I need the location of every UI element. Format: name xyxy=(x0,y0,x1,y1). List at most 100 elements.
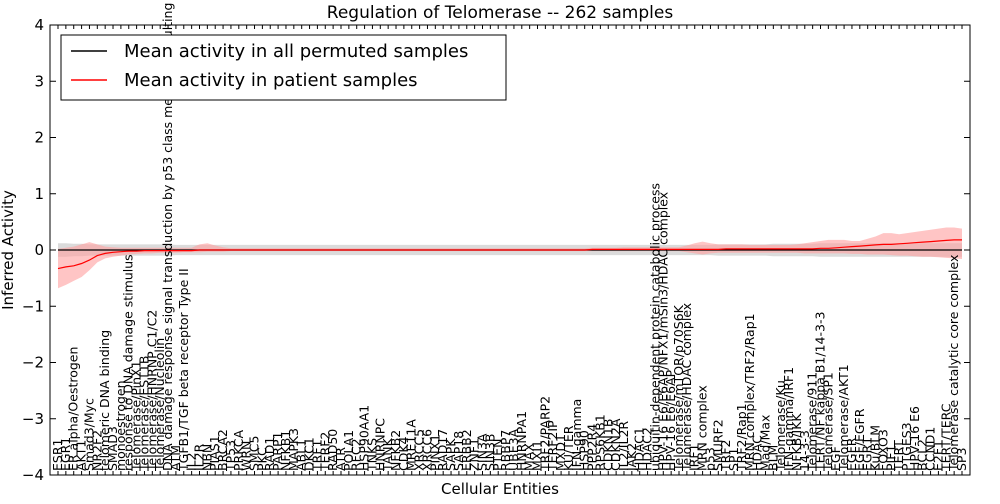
series-lines xyxy=(57,239,962,270)
x-tick-label: TP53 xyxy=(223,440,238,472)
y-axis-label: Inferred Activity xyxy=(0,190,17,310)
x-tick-label: CDKN2A xyxy=(608,418,623,471)
x-tick-label: WRN xyxy=(239,441,254,471)
x-tick-label: EGR1 xyxy=(860,437,875,471)
x-tick-label: PPP2R4 xyxy=(585,424,600,471)
x-tick-label: PTEN xyxy=(490,439,505,471)
y-tick-label: 4 xyxy=(34,16,44,34)
x-tick-label: EGFR xyxy=(844,437,859,471)
x-tick-label: monoestrogen xyxy=(113,380,128,471)
patient-band xyxy=(58,227,962,289)
x-tick-label: HPV-16 E6/E6AP/NFX1/mSin3/HDAC complex xyxy=(655,192,670,471)
y-tick-label: −4 xyxy=(22,466,44,484)
x-tick-label: NBN xyxy=(199,444,214,471)
x-tick-label: HSP90 xyxy=(577,430,592,471)
x-tick-label: CCND1 xyxy=(923,427,938,471)
x-tick-label: BLM xyxy=(765,445,780,471)
x-tick-label: HDAC1 xyxy=(632,427,647,471)
y-tick-label: −3 xyxy=(22,410,44,428)
legend: Mean activity in all permuted samples Me… xyxy=(60,34,507,101)
patient-mean-line xyxy=(57,239,962,270)
legend-entry-patient: Mean activity in patient samples xyxy=(124,70,418,91)
x-tick-label: MRN complex/TRF2/Rap1 xyxy=(742,313,757,471)
x-tick-label: NFKB1 xyxy=(278,430,293,471)
x-tick-label: RAD50 xyxy=(325,429,340,471)
x-tick-label: Telomerase/911 xyxy=(805,372,820,472)
x-tick-label: ESR1 xyxy=(50,439,65,471)
x-tick-label: SAP18 xyxy=(451,431,466,471)
x-tick-label: KU/TER xyxy=(561,425,576,471)
x-tick-label: TANK xyxy=(380,437,395,472)
x-tick-label: HDAC2 xyxy=(640,427,655,471)
x-tick-label: MAPK3 xyxy=(286,428,301,471)
x-tick-label: Telomerase/HNRNP C1/C2 xyxy=(144,310,159,472)
x-tick-label: PRKCA xyxy=(231,430,246,471)
x-axis-label: Cellular Entities xyxy=(441,480,559,498)
x-tick-label: SMURF2 xyxy=(710,419,725,471)
chart-title: Regulation of Telomerase -- 262 samples xyxy=(327,3,674,23)
x-tick-label: RPS6KB1 xyxy=(592,414,607,471)
x-tick-label: TERF2IP xyxy=(545,420,560,472)
y-tick-label: 2 xyxy=(34,129,44,147)
x-tick-label: TNKS xyxy=(364,438,379,472)
x-tick-label: IRF1 xyxy=(687,443,702,471)
x-tick-label: RAD17 xyxy=(435,429,450,471)
x-tick-label: HPV-16 E6/E6AP xyxy=(663,369,678,471)
x-tick-label: EGF xyxy=(828,446,843,471)
x-tick-label: XRCC6 xyxy=(419,429,434,471)
x-tick-label: ATR xyxy=(333,447,348,471)
x-tick-label: XRCC5 xyxy=(412,429,427,471)
x-tick-label: response to DNA damage stimulus xyxy=(121,254,136,471)
x-tick-label: Telomerase catalytic core complex xyxy=(946,255,961,472)
x-tick-label: Telomerase/SP1 xyxy=(820,372,835,472)
x-tick-label: NR2F2 xyxy=(89,430,104,471)
y-tick-label: −2 xyxy=(22,354,44,372)
x-tick-label: HPV-16 E6 xyxy=(907,406,922,471)
x-tick-label: SP1 xyxy=(726,448,741,471)
x-tick-label: FOXO3 xyxy=(875,429,890,471)
x-tick-label: TRF1 xyxy=(309,440,324,472)
x-tick-label: telomeric DNA binding xyxy=(97,330,112,471)
x-tick-label: JAK2 xyxy=(624,443,639,472)
x-tick-label: TRF2 xyxy=(718,440,733,472)
x-tick-label: HDAC xyxy=(750,435,765,471)
x-tick-label: EGF/EGFR xyxy=(852,408,867,471)
x-tick-label: TRF2/Rap1 xyxy=(734,403,749,472)
x-tick-label: SIN3A xyxy=(474,433,489,471)
x-tick-label: Telomerase/PinX1 xyxy=(129,360,144,472)
x-tick-label: TRF2/PARP2 xyxy=(537,396,552,472)
y-tick-label: −1 xyxy=(22,297,44,315)
x-tick-label: ABL1 xyxy=(294,439,309,471)
x-tick-label: HNRNPC xyxy=(372,418,387,471)
x-tick-label: Telomerase/EST1B xyxy=(136,356,151,472)
x-tick-label: RAD1 xyxy=(262,437,277,471)
x-tick-label: MXD1 xyxy=(553,434,568,471)
x-tick-label: Telomerase/mTOR/p70S6K xyxy=(671,304,686,472)
x-tick-label: Mad/Max xyxy=(757,415,772,471)
y-tick-label: 3 xyxy=(34,72,44,90)
x-tick-label: TGFB1/TGF beta receptor Type II xyxy=(176,268,191,472)
x-tick-label: PIF1 xyxy=(883,445,898,471)
x-tick-label: TERF2 xyxy=(317,432,332,472)
x-tick-label: MRN complex xyxy=(695,385,710,471)
x-tick-label: HNRNPA1 xyxy=(514,411,529,471)
x-tick-label: Telomerase/HDAC complex xyxy=(679,303,694,472)
x-tick-label: IL2R xyxy=(191,443,206,471)
x-tick-label: E2F1 xyxy=(930,440,945,471)
x-tick-label: IL2 xyxy=(184,452,199,471)
x-tick-label: PINX1 xyxy=(427,434,442,471)
x-tick-label: SAPK xyxy=(443,438,458,471)
x-tick-label: NFKB2 xyxy=(388,430,403,471)
x-tick-label: RBBP7 xyxy=(498,430,513,471)
y-tick-label: 0 xyxy=(34,241,44,259)
x-tick-label: Smad3/Myc xyxy=(81,398,96,471)
x-tick-label: SIN3B xyxy=(482,434,497,472)
x-tick-label: Telomerase/Nucleolin xyxy=(152,338,167,472)
x-tick-label: UBE3A xyxy=(506,428,521,471)
x-tick-label: DNA damage response signal transduction … xyxy=(160,0,175,471)
x-tick-label: Telomerase/Ku xyxy=(773,380,788,472)
x-tick-label: SMC5 xyxy=(247,436,262,471)
